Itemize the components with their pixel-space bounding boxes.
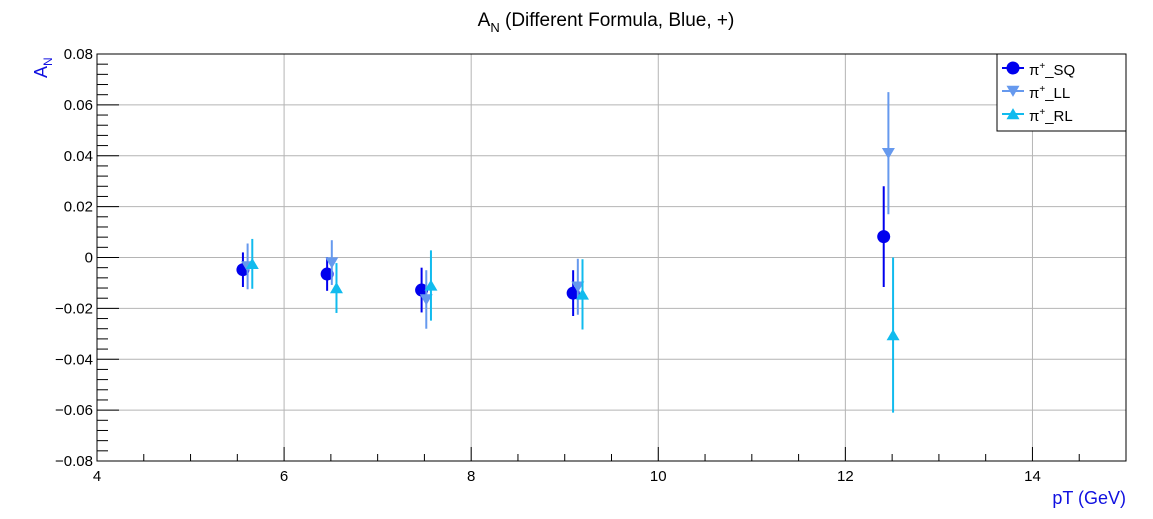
legend-markers xyxy=(1002,61,1024,120)
y-tick-label: 0.08 xyxy=(64,46,93,63)
y-axis-label-main: A xyxy=(31,66,51,78)
legend-sq-suffix: _SQ xyxy=(1044,62,1075,79)
chart-title-rest: (Different Formula, Blue, +) xyxy=(500,10,735,31)
sq-data-point xyxy=(415,283,429,297)
legend-label-ll: π+_LL xyxy=(1029,84,1070,102)
y-tick-label: 0 xyxy=(85,250,93,267)
sq-data-point xyxy=(320,267,334,281)
legend-marker-sq xyxy=(1006,61,1020,75)
y-tick-label: −0.04 xyxy=(55,351,93,368)
x-axis-label: pT (GeV) xyxy=(1052,488,1126,508)
sq-data-point xyxy=(877,230,891,244)
legend: π+_SQ π+_LL π+_RL xyxy=(996,53,1127,132)
x-tick-label: 6 xyxy=(280,468,288,485)
rl-data-point xyxy=(424,279,438,291)
legend-label-sq: π+_SQ xyxy=(1029,61,1075,79)
legend-sq-base: π xyxy=(1029,62,1039,79)
ll-data-point xyxy=(419,294,433,306)
y-tick-label: −0.08 xyxy=(55,453,93,470)
y-axis-label: AN xyxy=(31,57,55,78)
legend-rl-suffix: _RL xyxy=(1044,108,1073,125)
legend-rl-sup: + xyxy=(1039,107,1045,118)
legend-label-rl: π+_RL xyxy=(1029,107,1073,125)
legend-rl-base: π xyxy=(1029,108,1039,125)
rl-data-point xyxy=(245,258,259,270)
ll-data-point xyxy=(571,281,585,293)
ll-data-point xyxy=(881,148,895,160)
grid xyxy=(97,54,1126,461)
legend-ll-base: π xyxy=(1029,85,1039,102)
axes: −0.08 −0.06 −0.04 −0.02 0 0.02 0.04 0.06 0.08 4 6 8… xyxy=(55,46,1127,485)
chart-title-sub: N xyxy=(490,20,499,35)
rl-data-point xyxy=(886,329,900,341)
y-tick-label: 0.04 xyxy=(64,148,93,165)
legend-sq-sup: + xyxy=(1039,61,1045,72)
ll-data-point xyxy=(325,257,339,269)
y-tick-label: 0.06 xyxy=(64,97,93,114)
x-tick-label: 8 xyxy=(467,468,475,485)
y-tick-label: −0.06 xyxy=(55,402,93,419)
data-points xyxy=(236,92,900,413)
x-tick-label: 10 xyxy=(650,468,667,485)
x-tick-label: 14 xyxy=(1024,468,1041,485)
chart-title-main: A xyxy=(478,10,491,31)
x-tick-label: 12 xyxy=(837,468,854,485)
rl-data-point xyxy=(329,282,343,294)
legend-ll-sup: + xyxy=(1039,84,1045,95)
legend-marker-ll xyxy=(1006,85,1020,97)
y-tick-label: −0.02 xyxy=(55,300,93,317)
rl-data-point xyxy=(576,288,590,300)
chart-title: AN (Different Formula, Blue, +) xyxy=(478,10,735,35)
legend-ll-suffix: _LL xyxy=(1044,85,1070,102)
y-tick-label: 0.02 xyxy=(64,199,93,216)
y-axis-label-sub: N xyxy=(41,57,55,66)
x-tick-label: 4 xyxy=(93,468,101,485)
legend-marker-rl xyxy=(1006,108,1020,120)
